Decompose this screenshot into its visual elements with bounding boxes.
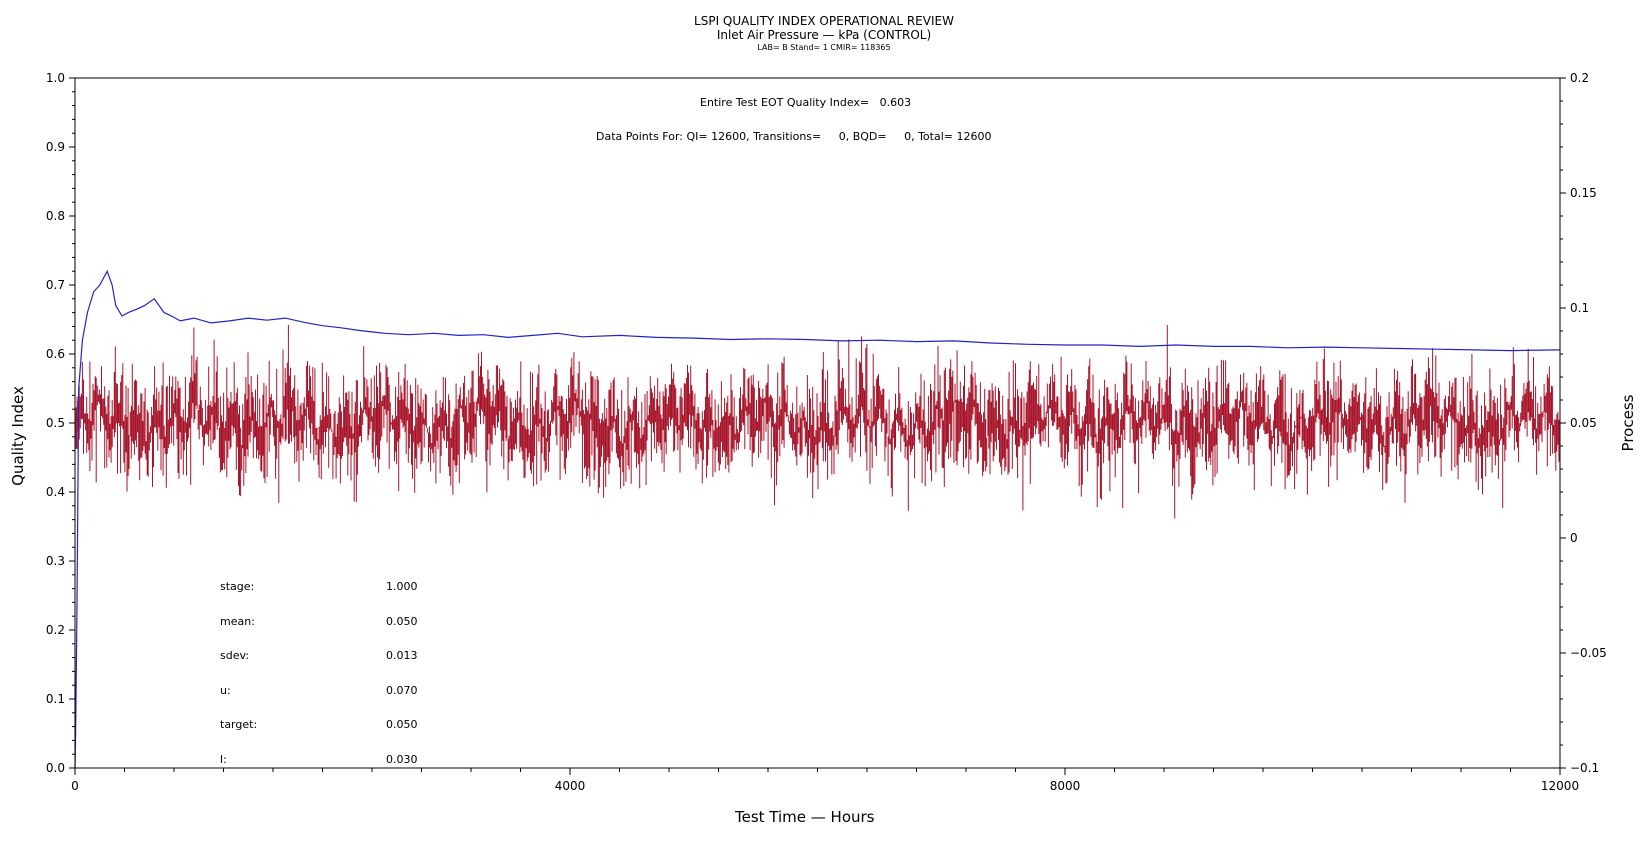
stat-label: u: — [220, 683, 231, 697]
chart-subtitle: Inlet Air Pressure — kPa (CONTROL) — [716, 28, 932, 42]
stat-value: 0.070 — [386, 683, 418, 697]
y-left-tick-label: 0.5 — [46, 416, 65, 430]
quality-index-line — [74, 269, 1561, 769]
data-points-label: Data Points For: QI= 12600, Transitions=… — [596, 130, 992, 143]
stat-label: l: — [220, 752, 227, 766]
y-right-tick-label: −0.1 — [1570, 761, 1599, 775]
y-right-tick-label: 0.1 — [1570, 301, 1589, 315]
y-left-tick-label: 0.4 — [46, 485, 65, 499]
chart-meta: LAB= B Stand= 1 CMIR= 118365 — [757, 43, 891, 52]
x-tick-label: 4000 — [555, 779, 586, 793]
stat-label: mean: — [220, 614, 255, 628]
stat-label: target: — [220, 718, 258, 731]
y-left-tick-label: 0.0 — [46, 761, 65, 775]
process-series — [74, 325, 1561, 519]
stat-value: 0.050 — [386, 718, 418, 731]
process-line — [74, 325, 1561, 519]
y-right-tick-label: 0.15 — [1570, 186, 1597, 200]
stat-label: sdev: — [220, 649, 250, 662]
y-left-tick-label: 0.1 — [46, 692, 65, 706]
axes: 0.0 0.1 0.2 0.3 0.4 0.5 0.6 0.7 0.8 0.9 1.0 −0.1 −0.… — [46, 71, 1607, 793]
x-tick-label: 12000 — [1541, 779, 1579, 793]
y-left-tick-label: 1.0 — [46, 71, 65, 85]
y-left-tick-label: 0.7 — [46, 278, 65, 292]
x-tick-label: 8000 — [1050, 779, 1081, 793]
y-right-tick-label: 0.05 — [1570, 416, 1597, 430]
y-right-tick-label: 0.2 — [1570, 71, 1589, 85]
x-axis-title: Test Time — Hours — [735, 808, 875, 826]
chart-title: LSPI QUALITY INDEX OPERATIONAL REVIEW — [694, 14, 954, 28]
y-left-tick-label: 0.6 — [46, 347, 65, 361]
stat-label: stage: — [220, 580, 255, 593]
x-tick-label: 0 — [71, 779, 79, 793]
y-right-tick-label: −0.05 — [1570, 646, 1607, 660]
quality-index-series — [74, 269, 1561, 769]
stat-value: 0.013 — [386, 649, 418, 662]
y-left-tick-label: 0.9 — [46, 140, 65, 154]
y-axis-left-title: Quality Index — [9, 386, 27, 486]
eot-quality-index-label: Entire Test EOT Quality Index= 0.603 — [700, 96, 912, 109]
y-right-tick-label: 0 — [1570, 531, 1578, 545]
stat-value: 1.000 — [386, 580, 418, 593]
y-left-tick-label: 0.3 — [46, 554, 65, 568]
y-axis-right-title: Process — [1619, 394, 1637, 452]
y-left-tick-label: 0.2 — [46, 623, 65, 637]
stat-value: 0.050 — [386, 614, 418, 628]
stat-value: 0.030 — [386, 752, 418, 766]
y-left-tick-label: 0.8 — [46, 209, 65, 223]
